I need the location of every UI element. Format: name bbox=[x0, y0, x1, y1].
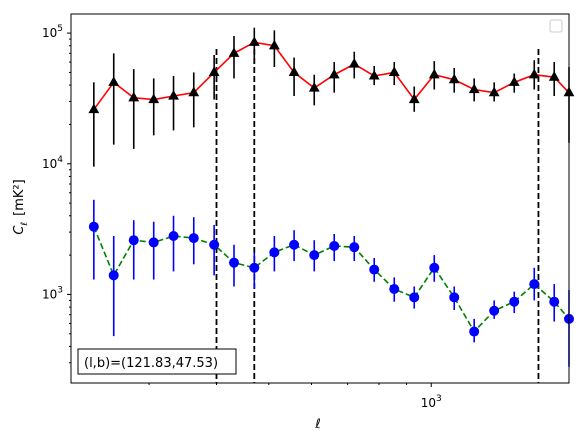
series-2-point bbox=[269, 247, 280, 258]
series-1-point bbox=[288, 66, 300, 77]
annotation-text: (l,b)=(121.83,47.53) bbox=[84, 356, 218, 371]
series-1-point bbox=[248, 36, 260, 46]
series-1-point bbox=[548, 71, 560, 81]
series-2-point bbox=[529, 279, 540, 290]
series-1-point bbox=[148, 93, 160, 104]
annotation: (l,b)=(121.83,47.53) bbox=[77, 348, 237, 375]
series-2-point bbox=[449, 292, 460, 303]
x-tick-label-exp: 3 bbox=[436, 394, 442, 404]
series-2-point bbox=[349, 242, 360, 253]
series-1-point bbox=[388, 66, 400, 77]
series-1-point bbox=[328, 68, 340, 79]
series-2-point bbox=[188, 233, 199, 244]
series-2-point bbox=[429, 262, 440, 273]
series-2-point bbox=[389, 284, 400, 295]
series-2-point bbox=[329, 240, 340, 251]
series-2-point bbox=[309, 250, 320, 261]
x-tick-label-base: 10 bbox=[421, 396, 436, 410]
y-tick-label: 105 bbox=[42, 24, 63, 40]
x-tick-label: 103 bbox=[421, 394, 442, 410]
series-2-point bbox=[148, 237, 159, 248]
series-1-point bbox=[348, 58, 360, 68]
series-2-point bbox=[209, 239, 220, 250]
series-2-point bbox=[128, 235, 139, 246]
series-1-point bbox=[448, 73, 460, 84]
series-1-point bbox=[488, 86, 500, 97]
series-1-point bbox=[408, 93, 420, 104]
y-tick-label-exp: 3 bbox=[57, 285, 63, 295]
y-tick-label-base: 10 bbox=[42, 26, 57, 40]
series-2-point bbox=[289, 239, 300, 250]
series-2-point bbox=[228, 257, 239, 268]
series-2-point bbox=[409, 292, 420, 303]
annotation-box bbox=[77, 348, 237, 375]
series-1-point bbox=[88, 103, 100, 114]
series-1-point bbox=[228, 47, 240, 57]
series-1-point bbox=[368, 69, 380, 80]
plot-background bbox=[71, 14, 569, 383]
series-2-point bbox=[88, 221, 99, 232]
plot-frame bbox=[70, 13, 570, 384]
y-tick-label-base: 10 bbox=[42, 157, 57, 171]
series-1-point bbox=[168, 90, 179, 100]
series-1-point bbox=[468, 83, 480, 94]
series-1-point bbox=[108, 76, 120, 86]
series-2 bbox=[88, 199, 574, 367]
series-2-point bbox=[369, 264, 380, 275]
y-tick-label-exp: 4 bbox=[57, 155, 63, 165]
y-axis-label-main: C bbox=[12, 225, 27, 235]
x-axis-label: ℓ bbox=[314, 417, 320, 432]
y-tick-label-base: 10 bbox=[42, 287, 57, 301]
series-1-point bbox=[268, 39, 280, 50]
y-tick-label-exp: 5 bbox=[57, 24, 63, 34]
series-2-point bbox=[249, 262, 260, 273]
series-1-point bbox=[308, 82, 320, 92]
series-2-point bbox=[168, 231, 179, 242]
series-1-point bbox=[208, 66, 220, 77]
series-1-point bbox=[428, 68, 440, 79]
series-2-point bbox=[489, 305, 500, 316]
series-layer bbox=[88, 27, 575, 367]
series-2-point bbox=[509, 296, 520, 307]
y-axis-label-sub: ℓ bbox=[20, 222, 30, 227]
legend-box bbox=[549, 19, 563, 33]
series-2-point bbox=[108, 270, 119, 281]
series-1-point bbox=[508, 76, 520, 86]
y-axis-label: Cℓ [mK²] bbox=[12, 179, 30, 234]
series-1 bbox=[88, 27, 575, 167]
y-tick-label: 103 bbox=[42, 285, 63, 301]
series-1-point bbox=[188, 86, 200, 97]
series-1-point bbox=[128, 91, 140, 102]
series-1-point bbox=[528, 68, 540, 79]
y-tick-label: 104 bbox=[42, 155, 63, 171]
vlines-layer bbox=[215, 49, 540, 383]
y-axis-label-unit: [mK²] bbox=[12, 179, 27, 216]
series-2-point bbox=[549, 296, 560, 307]
series-2-point bbox=[469, 326, 480, 337]
